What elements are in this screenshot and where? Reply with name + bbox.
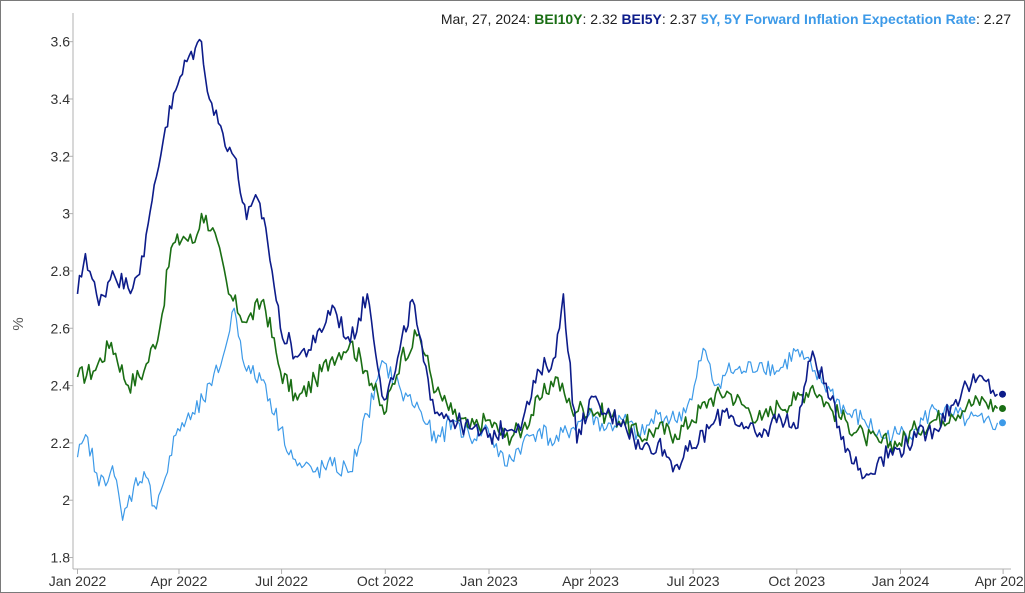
x-tick-label: Jan 2023 — [460, 573, 518, 589]
x-tick-label: Jul 2023 — [667, 573, 720, 589]
tooltip-series-name: BEI10Y — [534, 11, 583, 27]
tooltip-series-value: 2.32 — [590, 11, 617, 27]
x-tick-label: Jan 2022 — [49, 573, 107, 589]
tooltip-legend: Mar, 27, 2024: BEI10Y: 2.32 BEI5Y: 2.37 … — [441, 11, 1011, 27]
end-markers — [999, 390, 1006, 427]
tooltip-date: Mar, 27, 2024 — [441, 11, 527, 27]
series-end-marker[interactable] — [999, 390, 1006, 398]
y-tick-label: 2.4 — [51, 378, 71, 394]
x-tick-label: Apr 2023 — [562, 573, 619, 589]
x-tick-label: Apr 2024 — [975, 573, 1024, 589]
y-tick-label: 2.2 — [51, 435, 71, 451]
series-line-5y-5y-forward-inflation-expectation-rate — [76, 307, 999, 521]
y-tick-label: 3.4 — [51, 91, 71, 107]
y-axis-title: % — [10, 317, 27, 330]
x-tick-label: Oct 2023 — [768, 573, 825, 589]
y-tick-label: 2.6 — [51, 320, 71, 336]
y-tick-label: 2 — [62, 492, 70, 508]
tooltip-series-name: BEI5Y — [621, 11, 662, 27]
x-tick-label: Oct 2022 — [357, 573, 414, 589]
x-tick-label: Apr 2022 — [151, 573, 208, 589]
series-lines — [76, 38, 999, 521]
series-line-bei5y — [76, 38, 999, 480]
series-end-marker[interactable] — [999, 419, 1006, 427]
x-tick-label: Jan 2024 — [872, 573, 930, 589]
series-line-bei10y — [76, 212, 999, 454]
x-tick-label: Jul 2022 — [255, 573, 308, 589]
y-tick-label: 3.2 — [51, 148, 71, 164]
tooltip-separator: : — [526, 11, 534, 27]
tooltip-series-value: 2.27 — [984, 11, 1011, 27]
series-end-marker[interactable] — [999, 405, 1006, 412]
tooltip-separator: : — [976, 11, 984, 27]
tooltip-series-value: 2.37 — [670, 11, 697, 27]
y-tick-label: 2.8 — [51, 263, 71, 279]
axes: 1.8 2 2.2 2.4 2.6 2.8 3 3.2 3.4 3.6 Jan 2022 Apr 20… — [49, 13, 1024, 589]
tooltip-separator: : — [662, 11, 670, 27]
y-tick-label: 3 — [62, 206, 70, 222]
tooltip-series-name: 5Y, 5Y Forward Inflation Expectation Rat… — [701, 11, 976, 27]
y-tick-label: 3.6 — [51, 34, 71, 50]
y-tick-label: 1.8 — [51, 550, 71, 566]
tooltip-separator: : — [583, 11, 591, 27]
